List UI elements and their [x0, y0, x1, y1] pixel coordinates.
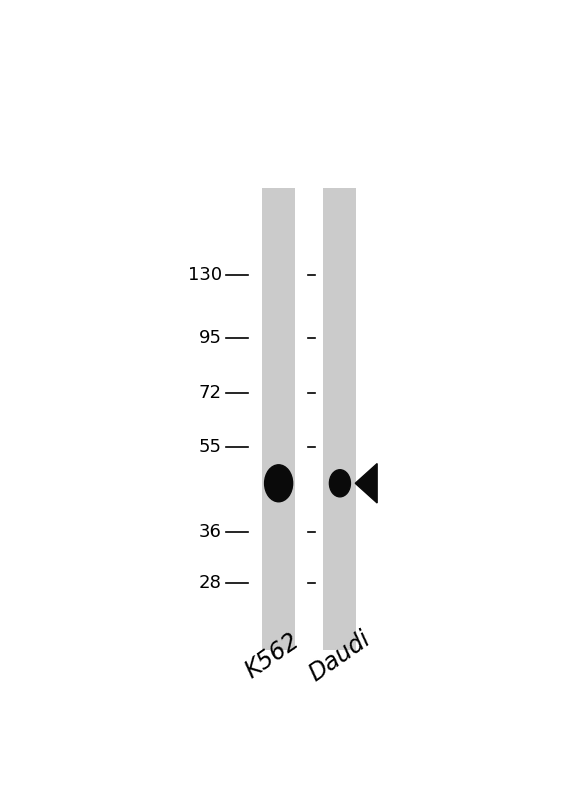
Text: 95: 95: [199, 329, 221, 346]
Text: 72: 72: [199, 384, 221, 402]
Text: 130: 130: [188, 266, 221, 284]
Ellipse shape: [264, 465, 293, 502]
Text: Daudi: Daudi: [305, 626, 375, 686]
Bar: [324, 188, 357, 650]
Bar: [262, 188, 295, 650]
Polygon shape: [355, 463, 377, 503]
Text: 28: 28: [199, 574, 221, 592]
Text: K562: K562: [240, 629, 303, 683]
Text: 36: 36: [199, 523, 221, 542]
Text: 55: 55: [199, 438, 221, 457]
Ellipse shape: [329, 470, 350, 497]
